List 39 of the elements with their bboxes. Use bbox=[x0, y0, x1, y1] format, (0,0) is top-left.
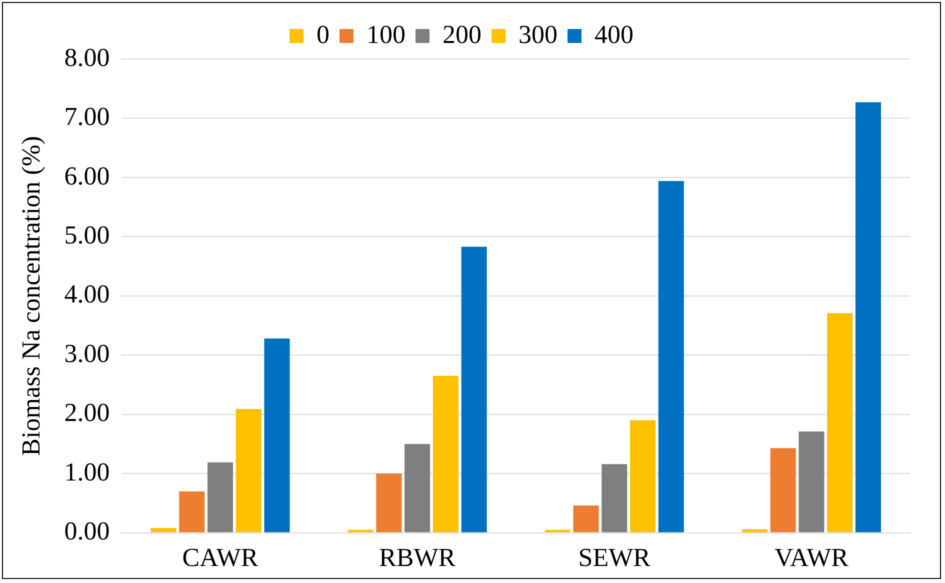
bar bbox=[770, 448, 796, 532]
bar bbox=[544, 530, 570, 532]
y-tick-label: 8.00 bbox=[64, 42, 110, 72]
y-tick-label: 6.00 bbox=[64, 161, 110, 190]
y-tick-label: 3.00 bbox=[64, 338, 110, 368]
bar bbox=[798, 432, 824, 532]
bar bbox=[602, 464, 628, 532]
bar bbox=[461, 246, 487, 532]
x-tick-label: RBWR bbox=[379, 543, 456, 572]
bar bbox=[207, 462, 234, 532]
bar bbox=[264, 338, 290, 532]
x-tick-label: SEWR bbox=[578, 543, 652, 572]
bar bbox=[150, 528, 176, 532]
x-tick-label: VAWR bbox=[774, 543, 850, 572]
bar bbox=[404, 444, 430, 532]
bar bbox=[348, 530, 374, 532]
y-tick-label: 4.00 bbox=[64, 280, 110, 309]
y-tick-label: 1.00 bbox=[64, 457, 110, 486]
legend-label: 300 bbox=[518, 20, 558, 49]
bar bbox=[376, 474, 402, 532]
legend-label: 100 bbox=[366, 20, 406, 49]
y-tick-label: 2.00 bbox=[64, 398, 110, 428]
bar bbox=[236, 409, 262, 532]
bar bbox=[658, 181, 684, 532]
x-tick-label: CAWR bbox=[182, 543, 259, 572]
bar bbox=[179, 491, 205, 532]
y-tick-label: 7.00 bbox=[64, 102, 110, 132]
bar bbox=[855, 102, 881, 532]
legend-label: 400 bbox=[594, 20, 634, 49]
bar bbox=[630, 420, 656, 532]
bar bbox=[432, 376, 458, 532]
bar bbox=[573, 506, 599, 532]
y-axis-title: Biomass Na concentration (%) bbox=[16, 136, 46, 456]
bar bbox=[742, 529, 768, 532]
legend-label: 0 bbox=[316, 20, 330, 49]
y-tick-label: 5.00 bbox=[64, 220, 110, 250]
legend-label: 200 bbox=[442, 20, 482, 49]
bar bbox=[827, 313, 853, 532]
y-tick-label: 0.00 bbox=[64, 516, 110, 546]
